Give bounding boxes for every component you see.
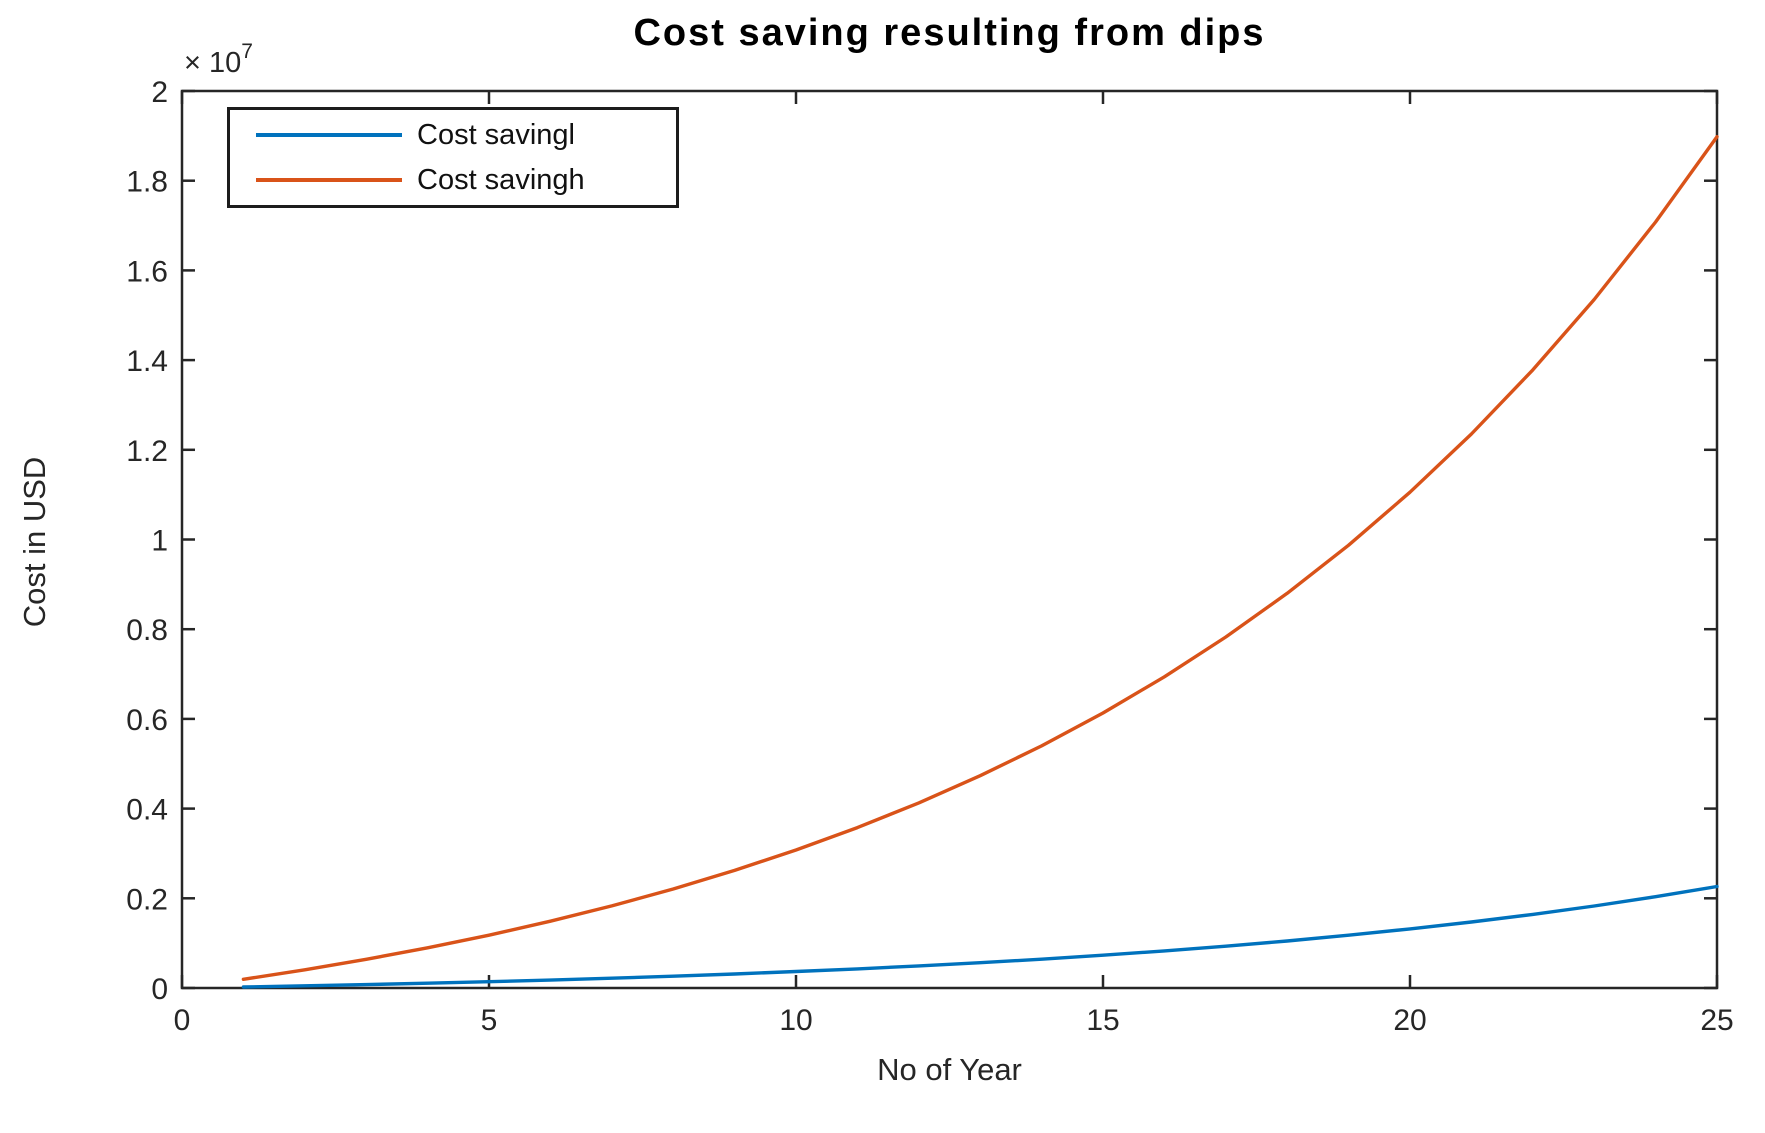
- y-tick-label: 2: [151, 76, 168, 109]
- y-tick-label: 0.2: [126, 883, 168, 916]
- y-axis-exponent-power: 7: [241, 40, 253, 63]
- legend-label-cost-savingh: Cost savingh: [417, 163, 585, 196]
- y-axis-label: Cost in USD: [17, 456, 52, 628]
- x-axis-label: No of Year: [877, 1052, 1022, 1087]
- x-tick-label: 0: [174, 1004, 191, 1037]
- legend-line-swatch-blue: [256, 133, 402, 137]
- x-tick-label: 20: [1393, 1004, 1426, 1037]
- y-tick-label: 0.4: [126, 794, 168, 827]
- x-tick-label: 25: [1700, 1004, 1733, 1037]
- legend-line-swatch-orange: [256, 178, 402, 182]
- chart-title: Cost saving resulting from dips: [633, 12, 1266, 54]
- axes-box: [180, 89, 1719, 990]
- y-tick-label: 1.4: [126, 345, 168, 378]
- y-tick-label: 1: [151, 525, 168, 558]
- x-tick-label: 5: [481, 1004, 498, 1037]
- y-axis-exponent-base: × 10: [184, 47, 242, 79]
- y-axis-exponent: × 107: [184, 40, 253, 80]
- x-tick-label: 15: [1086, 1004, 1119, 1037]
- y-tick-label: 0.6: [126, 704, 168, 737]
- legend-label-cost-savingl: Cost savingl: [417, 118, 575, 151]
- legend-item-cost-savingh: Cost savingh: [256, 164, 676, 197]
- y-tick-label: 1.6: [126, 255, 168, 288]
- y-tick-label: 1.8: [126, 166, 168, 199]
- y-tick-label: 0: [151, 973, 168, 1006]
- x-tick-label: 10: [779, 1004, 812, 1037]
- y-tick-label: 0.8: [126, 614, 168, 647]
- legend: Cost savingl Cost savingh: [227, 107, 679, 208]
- series-line-cost-savingl: [241, 884, 1719, 989]
- series-line-cost-savingh: [241, 134, 1719, 981]
- legend-item-cost-savingl: Cost savingl: [256, 119, 676, 152]
- y-tick-label: 1.2: [126, 435, 168, 468]
